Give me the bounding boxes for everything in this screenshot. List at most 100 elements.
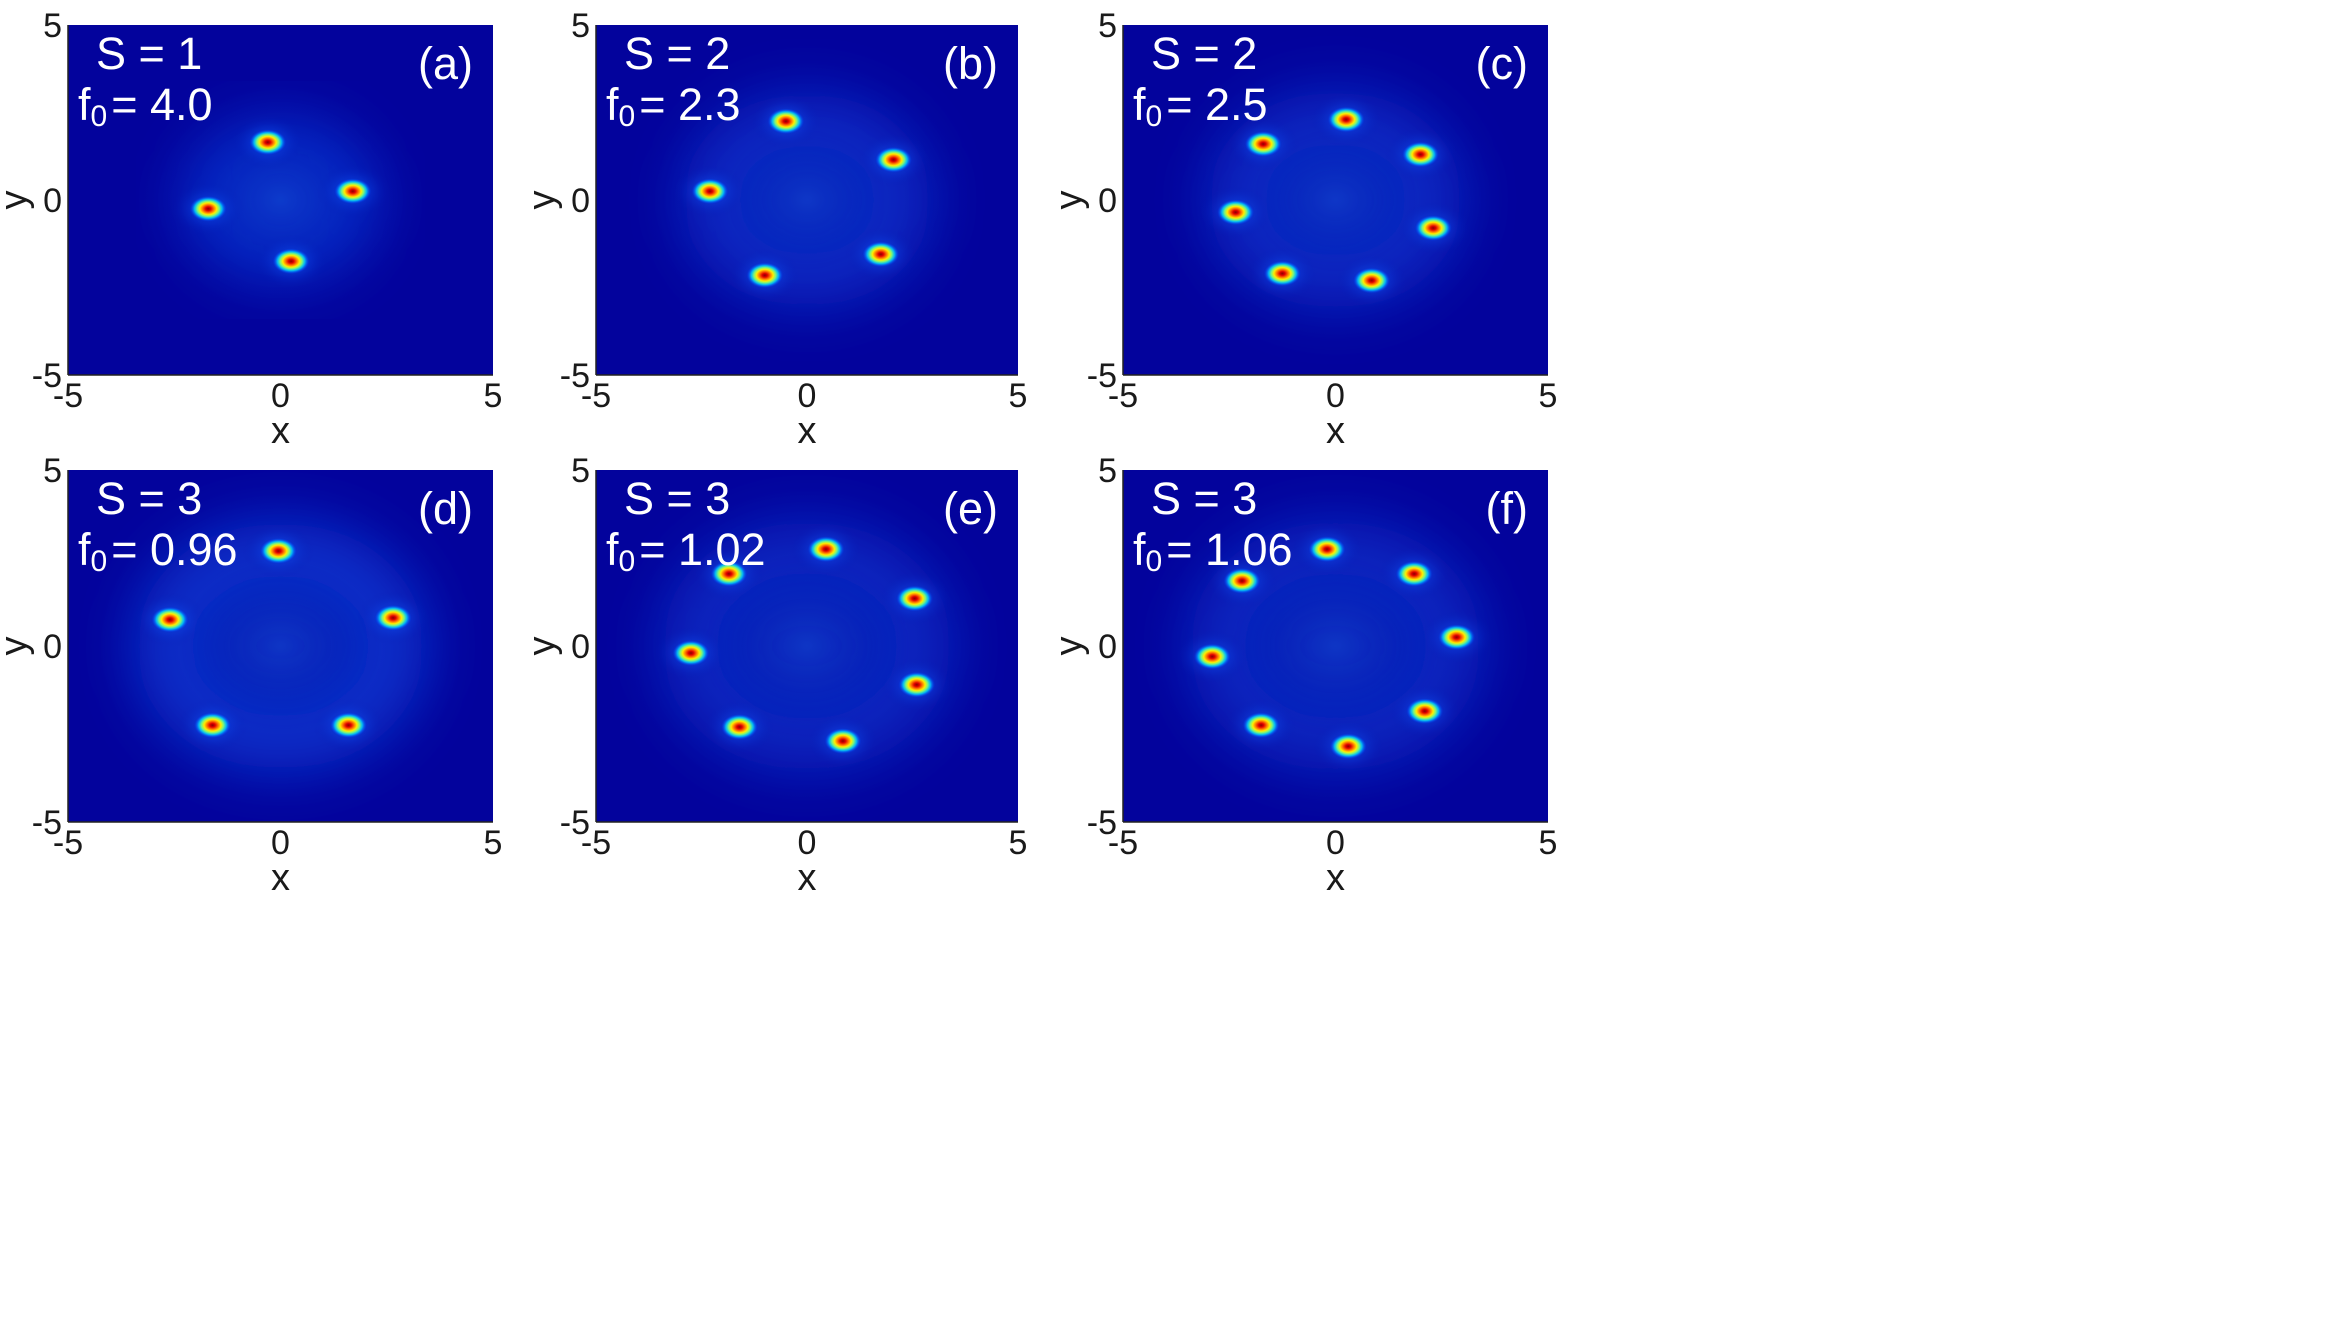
winding-number-label: S = 2 [1151,28,1257,79]
x-tick-label: 0 [1326,377,1345,415]
density-peak [1244,130,1283,158]
y-tick-label: 0 [571,182,590,220]
density-map [1148,491,1523,801]
density-map [621,491,993,801]
winding-number-label: S = 2 [624,28,730,79]
density-peak [1329,732,1368,760]
y-tick-label: 0 [43,628,62,666]
y-axis-label: y [521,637,563,656]
x-tick-label: 5 [484,377,503,415]
winding-number-label: S = 3 [624,473,730,524]
panel-e: -5 0 5 -5 0 5 x y S = 3f0= 1.02 (e) [521,452,1027,899]
x-axis-label: x [271,410,290,452]
density-peak [189,195,228,223]
density-peak [823,727,862,755]
x-tick-label: 0 [271,824,290,862]
density-peak [1263,260,1302,287]
f0-label: f0= 1.06 [1133,524,1293,578]
y-axis-label: y [1048,191,1090,210]
density-peak [248,128,287,156]
x-tick-label: 0 [798,377,817,415]
density-peak [1193,643,1232,670]
density-peak [1327,106,1366,133]
density-peak [1222,567,1262,595]
f0-label: f0= 2.5 [1133,79,1268,133]
y-tick-label: 5 [571,452,590,490]
x-tick-label: -5 [53,377,83,415]
x-axis-label: x [798,857,817,899]
x-tick-label: 5 [1539,377,1558,415]
panel-c: -5 0 5 -5 0 5 x y S = 2f0= 2.5 (c) [1048,7,1557,452]
panel-f: -5 0 5 -5 0 5 x y S = 3f0= 1.06 (f) [1048,452,1557,899]
x-tick-label: 5 [1009,824,1028,862]
y-tick-label: -5 [32,357,62,395]
panel-label: (b) [943,38,998,89]
panel-label: (f) [1486,483,1528,534]
density-peak [874,146,913,174]
density-map [95,492,466,800]
y-tick-label: -5 [1087,804,1117,842]
density-peak [690,177,729,205]
winding-number-label: S = 3 [1151,473,1257,524]
panel-b: -5 0 5 -5 0 5 x y S = 2f0= 2.3 (b) [521,7,1027,452]
density-peak [861,240,900,268]
density-peak [709,560,748,588]
y-tick-label: 5 [1098,7,1117,45]
y-tick-label: -5 [1087,357,1117,395]
density-peak [1437,623,1476,651]
y-axis-label: y [521,191,563,210]
x-tick-label: 0 [1326,824,1345,862]
panel-label: (e) [943,483,998,534]
y-tick-label: -5 [560,357,590,395]
density-peak [1216,198,1255,226]
density-peak [766,107,805,135]
y-tick-label: 5 [43,452,62,490]
panel-d: -5 0 5 -5 0 5 x y S = 3f0= 0.96 (d) [0,452,502,899]
density-peak [1307,535,1347,563]
x-tick-label: 0 [798,824,817,862]
density-peak [272,247,311,275]
f0-label: f0= 0.96 [78,524,238,578]
density-peak [1414,214,1453,242]
density-peak [333,177,372,205]
y-tick-label: 5 [43,7,62,45]
y-axis-label: y [1048,637,1090,656]
panel-a: -5 0 5 -5 0 5 x y S = 1f0= 4.0 (a) [0,7,502,452]
x-axis-label: x [1326,857,1345,899]
y-tick-label: -5 [560,804,590,842]
density-peak [150,606,190,633]
x-axis-label: x [1326,410,1345,452]
density-peak [895,585,934,612]
f0-label: f0= 4.0 [78,79,213,133]
winding-number-label: S = 3 [96,473,202,524]
x-tick-label: -5 [53,824,83,862]
panel-label: (d) [418,483,473,534]
y-tick-label: 0 [1098,628,1117,666]
density-peak [897,671,936,699]
y-tick-label: 0 [1098,182,1117,220]
density-peak [329,711,368,739]
density-peak [1395,560,1434,588]
x-tick-label: -5 [1108,377,1138,415]
y-tick-label: 5 [571,7,590,45]
y-tick-label: 0 [571,628,590,666]
y-tick-label: 0 [43,182,62,220]
density-peak [671,639,710,667]
density-map [642,63,972,337]
density-peak [1401,141,1440,168]
y-axis-label: y [0,191,35,210]
winding-number-label: S = 1 [96,28,202,79]
density-peak [745,261,784,289]
panel-label: (c) [1476,38,1528,89]
density-peak [807,535,845,563]
y-tick-label: -5 [32,804,62,842]
x-tick-label: -5 [581,377,611,415]
density-peak [374,604,413,632]
x-axis-label: x [798,410,817,452]
density-peak [1352,267,1391,294]
panel-label: (a) [418,38,473,89]
density-peak [193,711,232,739]
density-peak [720,713,759,741]
density-peak [1405,697,1444,725]
